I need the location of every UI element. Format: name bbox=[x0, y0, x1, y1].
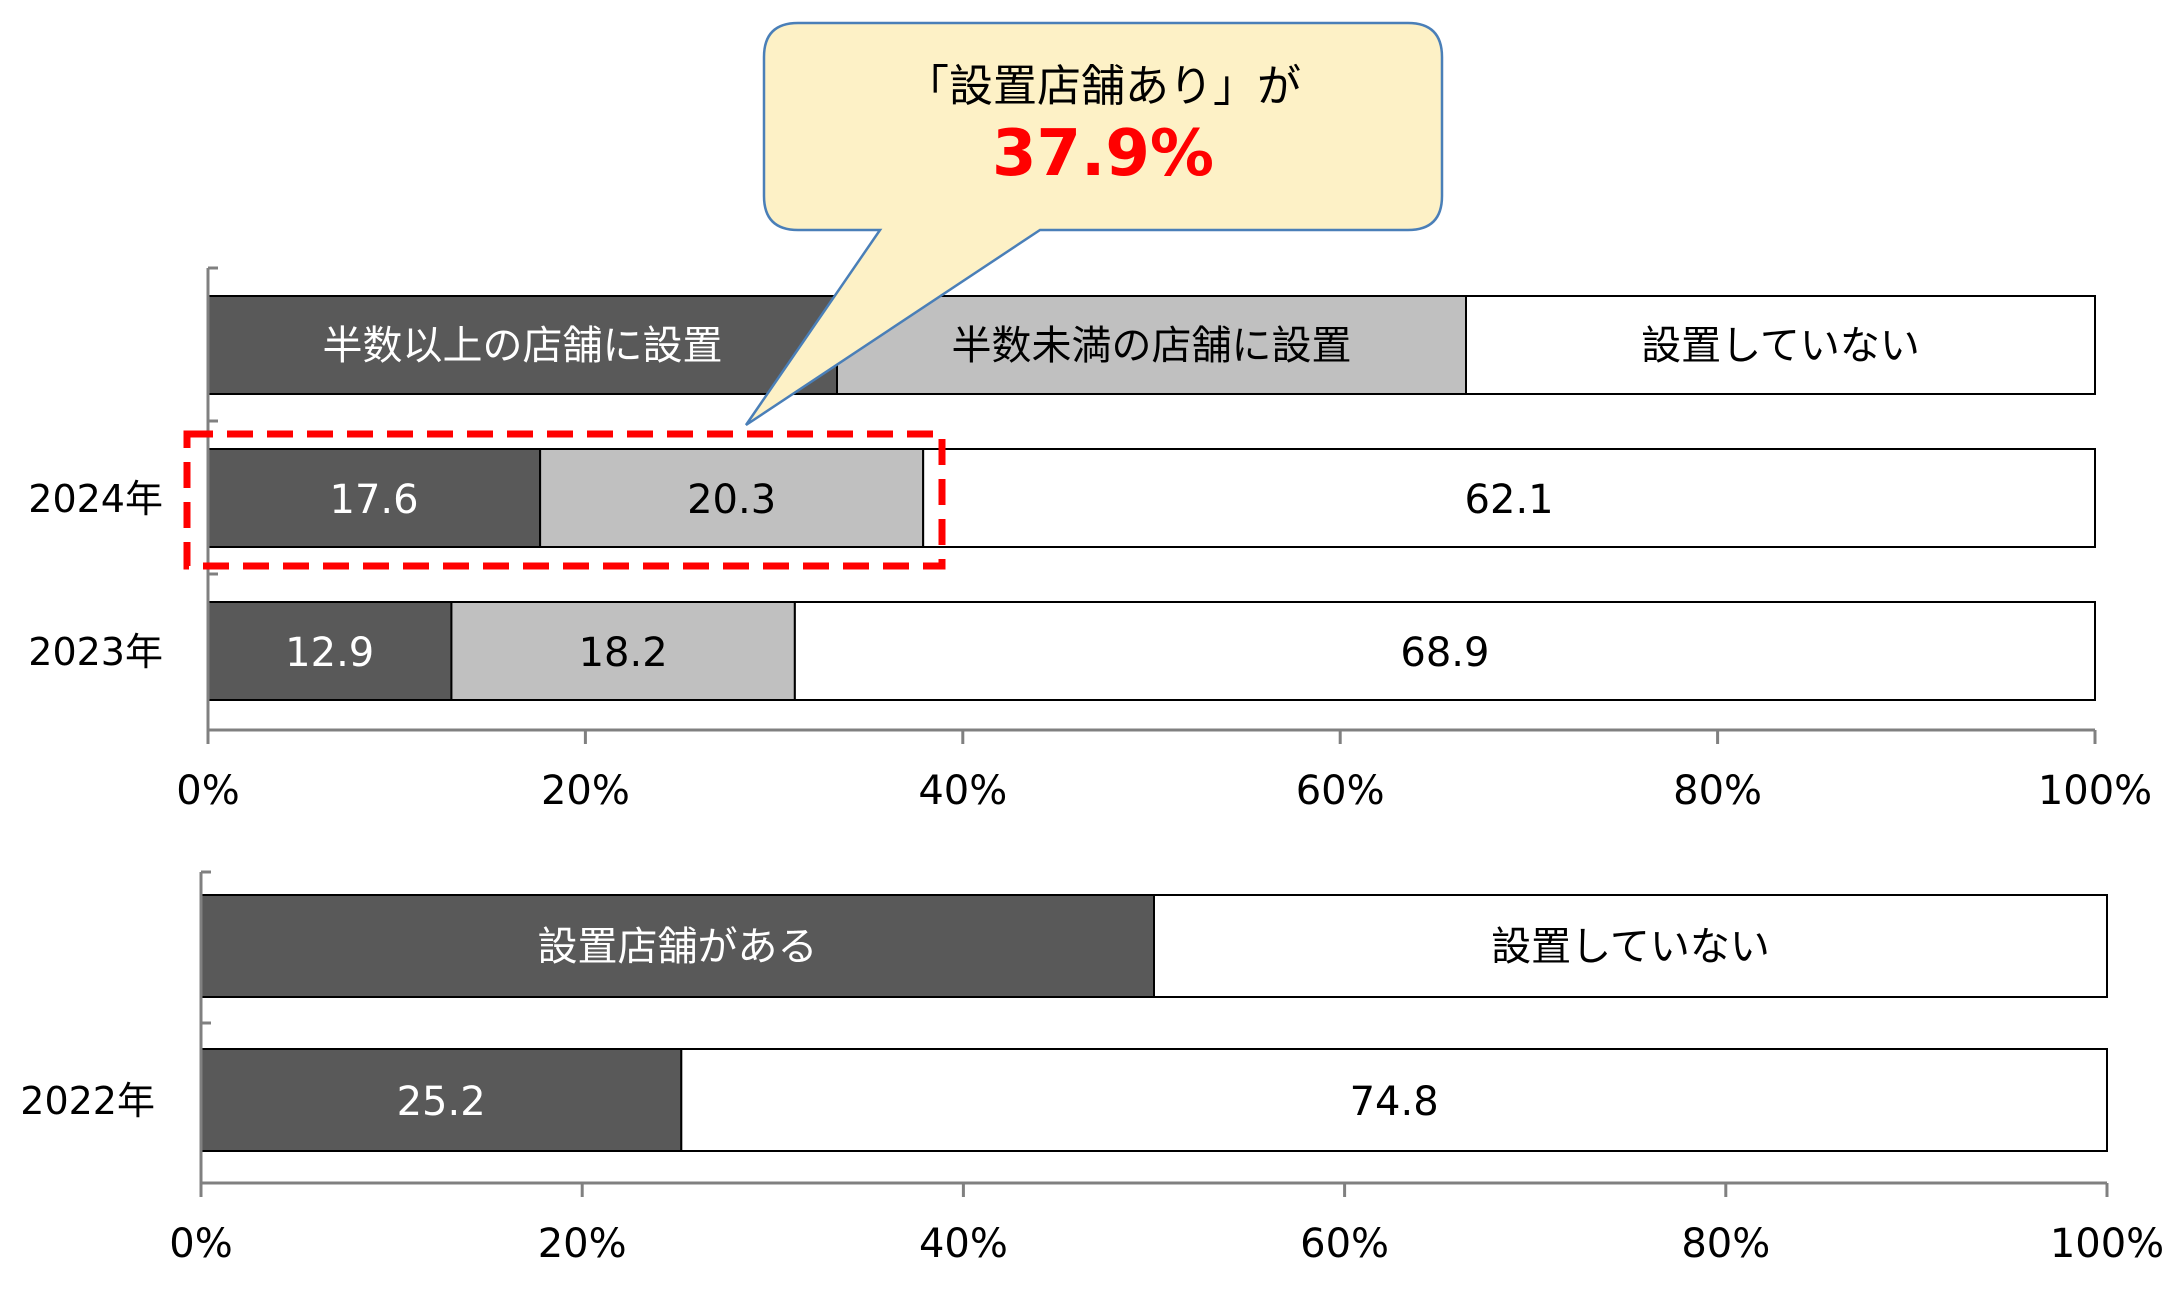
data-label-0-2: 62.1 bbox=[1465, 477, 1554, 523]
x-tick-label-2: 40% bbox=[918, 768, 1007, 814]
x-tick-label-3: 60% bbox=[1296, 768, 1385, 814]
bar-0-0 bbox=[200, 1048, 683, 1152]
legend-label-0: 半数以上の店舗に設置 bbox=[323, 323, 723, 369]
callout-line1: 「設置店舗あり」が bbox=[905, 61, 1301, 112]
x-tick-label-1: 20% bbox=[541, 768, 630, 814]
legend-label-1: 半数未満の店舗に設置 bbox=[952, 323, 1352, 369]
legend-swatch-1 bbox=[836, 295, 1467, 395]
data-label-1-2: 68.9 bbox=[1400, 630, 1489, 676]
bar-0-1 bbox=[539, 448, 925, 548]
chart-2023-2024: 半数以上の店舗に設置 半数未満の店舗に設置 設置していない 17.6 20.3 62.1 2… bbox=[28, 266, 2152, 814]
data-label-0-0: 17.6 bbox=[330, 477, 419, 523]
x-tick-label-2: 40% bbox=[919, 1221, 1008, 1267]
bar-0-0 bbox=[207, 448, 542, 548]
x-tick-label-1: 20% bbox=[538, 1221, 627, 1267]
legend-label-1: 設置していない bbox=[1491, 924, 1770, 970]
data-label-0-1: 74.8 bbox=[1350, 1079, 1439, 1125]
legend-swatch-1 bbox=[1153, 894, 2108, 998]
x-tick-label-5: 100% bbox=[2038, 768, 2152, 814]
data-label-1-1: 18.2 bbox=[579, 630, 668, 676]
data-label-0-1: 20.3 bbox=[687, 477, 776, 523]
data-label-0-0: 25.2 bbox=[397, 1079, 486, 1125]
bar-1-1 bbox=[450, 601, 796, 701]
bar-0-1 bbox=[680, 1048, 2108, 1152]
x-tick-label-4: 80% bbox=[1681, 1221, 1770, 1267]
bar-1-2 bbox=[793, 601, 2096, 701]
legend-swatch-0 bbox=[200, 894, 1155, 998]
x-tick-label-0: 0% bbox=[169, 1221, 232, 1267]
category-label-0: 2022年 bbox=[20, 1079, 155, 1123]
category-label-0: 2024年 bbox=[28, 477, 163, 521]
bar-0-2 bbox=[922, 448, 2096, 548]
legend-label-2: 設置していない bbox=[1641, 323, 1920, 369]
callout-bubble: 「設置店舗あり」が 37.9% bbox=[744, 21, 1444, 427]
chart-2022: 設置店舗がある 設置していない 25.2 74.8 2022年 0% 20% 40% 60% 80… bbox=[20, 870, 2164, 1267]
highlight-box bbox=[183, 430, 946, 570]
x-tick-label-5: 100% bbox=[2050, 1221, 2164, 1267]
callout-shape bbox=[744, 21, 1444, 427]
bar-1-0 bbox=[207, 601, 453, 701]
category-label-1: 2023年 bbox=[28, 630, 163, 674]
legend-label-0: 設置店舗がある bbox=[538, 924, 818, 970]
data-label-1-0: 12.9 bbox=[285, 630, 374, 676]
legend-swatch-0 bbox=[207, 295, 838, 395]
x-tick-label-4: 80% bbox=[1673, 768, 1762, 814]
x-tick-label-3: 60% bbox=[1300, 1221, 1389, 1267]
legend-swatch-2 bbox=[1465, 295, 2096, 395]
x-tick-label-0: 0% bbox=[176, 768, 239, 814]
callout-value: 37.9% bbox=[992, 117, 1214, 191]
